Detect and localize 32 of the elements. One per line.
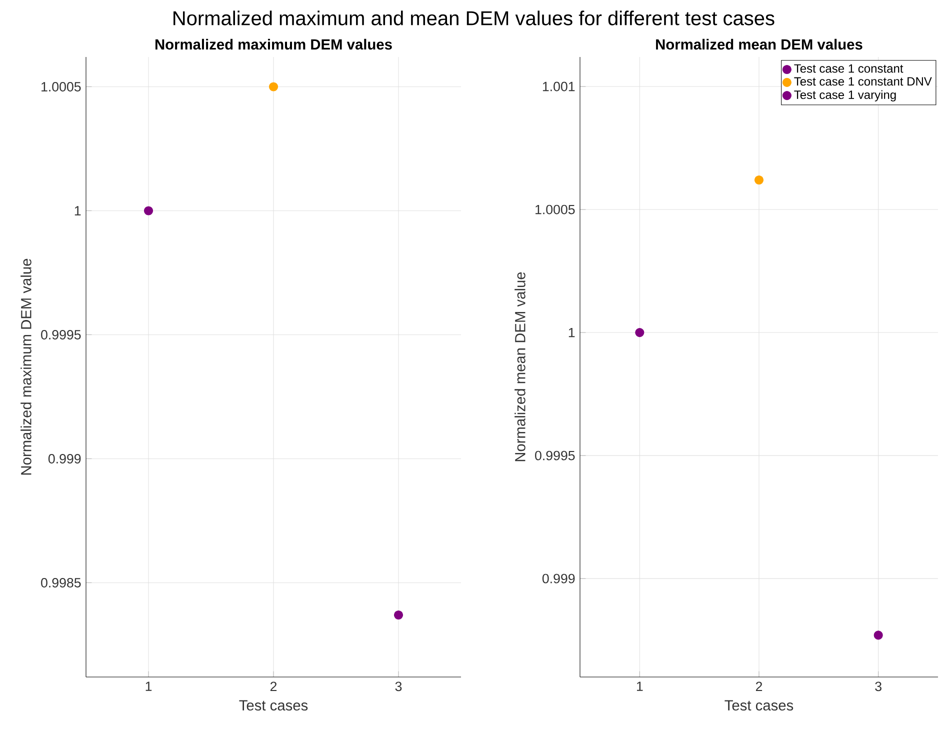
y-tick-label: 0.999 <box>48 454 81 464</box>
y-axis-title: Normalized mean DEM value <box>514 272 526 462</box>
legend-label: Test case 1 varying <box>794 90 896 102</box>
point <box>394 610 404 620</box>
x-tick-label: 1 <box>146 682 152 691</box>
legend-label: Test case 1 constant <box>794 64 904 73</box>
y-tick-label: 0.9995 <box>41 330 81 340</box>
y-tick-label: 0.999 <box>542 574 575 584</box>
x-tick-label: 2 <box>270 682 277 692</box>
point <box>874 630 883 640</box>
y-tick-label: 1 <box>568 328 575 338</box>
point <box>754 175 764 185</box>
y-tick-label: 0.9995 <box>535 450 575 460</box>
y-tick-label: 1.0005 <box>42 82 81 92</box>
text: Normalized maximum and mean DEM values for different test cases <box>174 10 774 26</box>
x-tick-label: 2 <box>756 682 762 692</box>
point <box>635 328 644 338</box>
point <box>268 82 278 92</box>
y-tick-label: 1.001 <box>542 82 575 92</box>
legend-label: Test case 1 constant DNV <box>794 77 932 86</box>
point <box>144 206 154 216</box>
x-tick-label: 1 <box>636 682 643 691</box>
y-tick-label: 0.9985 <box>41 578 81 588</box>
x-tick-label: 3 <box>875 682 882 692</box>
chart-title: Normalized maximum DEM values <box>155 38 392 50</box>
y-tick-label: 1 <box>74 206 81 216</box>
x-tick-label: 3 <box>395 682 402 692</box>
y-axis-title: Normalized maximum DEM value <box>20 258 32 475</box>
chart-title: Normalized mean DEM values <box>656 38 862 50</box>
x-axis-title: Test cases <box>724 700 794 711</box>
x-axis-title: Test cases <box>239 700 308 711</box>
y-tick-label: 1.0005 <box>536 204 575 214</box>
